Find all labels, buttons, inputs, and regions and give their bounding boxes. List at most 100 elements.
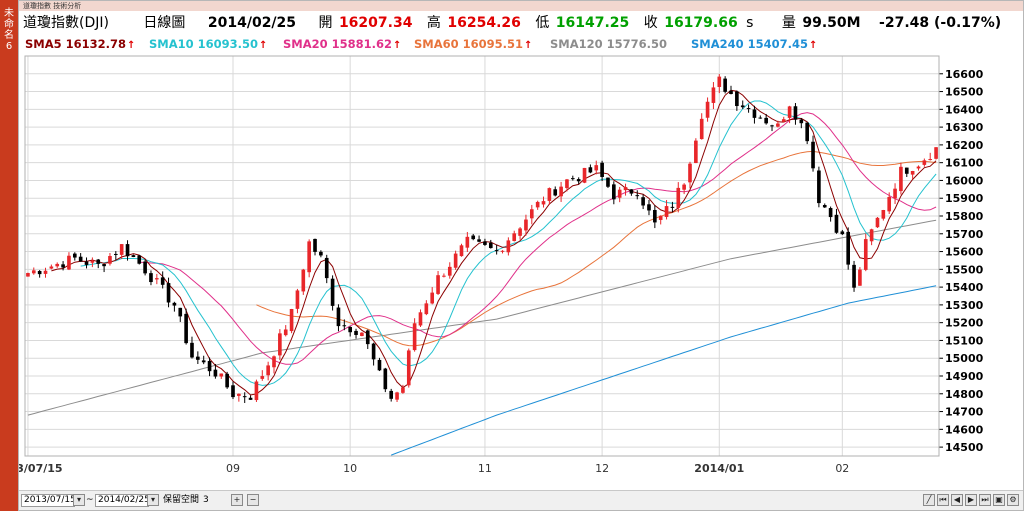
candle-body bbox=[295, 290, 300, 309]
candle-body bbox=[910, 171, 915, 175]
zoom-out-icon[interactable]: − bbox=[247, 494, 259, 506]
candle-body bbox=[793, 106, 798, 120]
candle-body bbox=[324, 257, 329, 279]
y-tick-label: 16600 bbox=[945, 68, 984, 81]
candle-body bbox=[447, 266, 452, 276]
sma60-label: SMA60 16095.51 bbox=[414, 37, 524, 51]
candle-body bbox=[752, 109, 757, 118]
candle-body bbox=[424, 303, 429, 315]
y-tick-label: 16100 bbox=[945, 157, 984, 170]
high-value: 16254.26 bbox=[447, 15, 521, 31]
candle-body bbox=[37, 271, 42, 275]
y-tick-label: 16300 bbox=[945, 121, 984, 134]
candle-body bbox=[488, 242, 493, 249]
bottom-toolbar: 2013/07/15 ▾ ~ 2014/02/25 ▾ 保留空間 3 + − ╱… bbox=[19, 490, 1023, 510]
candle-body bbox=[811, 141, 815, 169]
candle-body bbox=[746, 108, 751, 110]
candle-body bbox=[881, 209, 886, 219]
draw-tool-icon[interactable]: ╱ bbox=[923, 494, 935, 506]
x-tick-label: 12 bbox=[595, 462, 609, 475]
index-name: 道瓊指數(DJI) bbox=[23, 15, 109, 31]
settings-icon[interactable]: ⚙ bbox=[1007, 494, 1019, 506]
window-titlebar: 道瓊指數 技術分析 bbox=[19, 1, 1023, 11]
candle-body bbox=[225, 373, 229, 388]
candle-body bbox=[266, 365, 270, 376]
y-tick-label: 15500 bbox=[945, 263, 984, 276]
y-tick-label: 16200 bbox=[945, 139, 984, 152]
candle-body bbox=[776, 123, 780, 127]
y-tick-label: 15200 bbox=[945, 317, 984, 330]
sma120-line bbox=[27, 219, 937, 416]
candle-body bbox=[717, 76, 722, 87]
candle-body bbox=[705, 101, 710, 118]
candle-body bbox=[184, 313, 188, 344]
close-value: 16179.66 bbox=[664, 15, 738, 31]
candle-body bbox=[758, 117, 763, 119]
x-tick-label: 11 bbox=[478, 462, 492, 475]
change-value: -27.48 (-0.17%) bbox=[879, 15, 1002, 31]
candle-body bbox=[166, 283, 171, 303]
candle-body bbox=[617, 189, 622, 198]
candle-body bbox=[653, 209, 657, 223]
sma20-legend: SMA20 15881.62↑ bbox=[283, 36, 401, 54]
candle-body bbox=[149, 273, 153, 283]
scroll-end-icon[interactable]: ⏭ bbox=[979, 494, 991, 506]
candlestick-chart[interactable]: 14500 14600 14700 14800 14900 15000 15100 15200… bbox=[19, 34, 1023, 490]
sma5-line bbox=[51, 89, 937, 396]
candle-body bbox=[231, 385, 235, 398]
candle-body bbox=[594, 165, 599, 171]
scroll-left-icon[interactable]: ◀ bbox=[951, 494, 963, 506]
candle-body bbox=[383, 368, 388, 390]
keep-space-value[interactable]: 3 bbox=[203, 495, 209, 505]
candle-body bbox=[371, 343, 376, 360]
sma10-label: SMA10 16093.50 bbox=[149, 37, 259, 51]
y-tick-label: 15600 bbox=[945, 246, 984, 259]
candle-body bbox=[899, 166, 903, 192]
candle-body bbox=[518, 228, 522, 236]
candle-body bbox=[108, 256, 112, 264]
candle-body bbox=[401, 387, 405, 393]
candle-body bbox=[283, 329, 288, 336]
x-tick-label: 10 bbox=[343, 462, 357, 475]
scroll-right-icon[interactable]: ▶ bbox=[965, 494, 977, 506]
window-title: 道瓊指數 技術分析 bbox=[23, 2, 82, 10]
candle-body bbox=[576, 179, 581, 182]
date-to-field[interactable]: 2014/02/25 bbox=[95, 494, 150, 507]
candle-body bbox=[529, 209, 534, 219]
candle-body bbox=[664, 206, 669, 217]
candle-body bbox=[389, 390, 394, 399]
candle-body bbox=[26, 273, 30, 277]
zoom-in-icon[interactable]: + bbox=[231, 494, 243, 506]
up-arrow-icon: ↑ bbox=[127, 40, 136, 51]
candle-body bbox=[694, 140, 698, 164]
date-from-dropdown-icon[interactable]: ▾ bbox=[73, 494, 85, 506]
open-label: 開 bbox=[318, 15, 333, 31]
candle-body bbox=[78, 256, 83, 262]
candle-body bbox=[670, 206, 675, 208]
candle-body bbox=[96, 259, 101, 264]
candle-body bbox=[301, 269, 306, 292]
side-tab[interactable]: 未命名6 bbox=[0, 0, 18, 511]
candle-body bbox=[852, 264, 856, 288]
candle-body bbox=[506, 240, 511, 253]
candle-body bbox=[119, 244, 124, 255]
candle-body bbox=[418, 312, 423, 326]
zoom-fit-icon[interactable]: ▣ bbox=[993, 494, 1005, 506]
candle-body bbox=[330, 278, 335, 306]
date-from-field[interactable]: 2013/07/15 bbox=[21, 494, 76, 507]
y-tick-label: 15300 bbox=[945, 299, 984, 312]
date-to-dropdown-icon[interactable]: ▾ bbox=[147, 494, 159, 506]
candle-body bbox=[155, 278, 159, 280]
up-arrow-icon: ↑ bbox=[524, 40, 533, 51]
candle-body bbox=[365, 330, 370, 345]
candle-body bbox=[805, 122, 809, 142]
high-label: 高 bbox=[426, 15, 441, 31]
candle-body bbox=[711, 87, 716, 103]
candle-body bbox=[377, 359, 382, 371]
candle-body bbox=[822, 204, 827, 208]
candle-body bbox=[348, 326, 352, 333]
candle-body bbox=[893, 188, 897, 199]
candle-body bbox=[72, 253, 77, 258]
candle-body bbox=[541, 201, 546, 205]
scroll-start-icon[interactable]: ⏮ bbox=[937, 494, 949, 506]
